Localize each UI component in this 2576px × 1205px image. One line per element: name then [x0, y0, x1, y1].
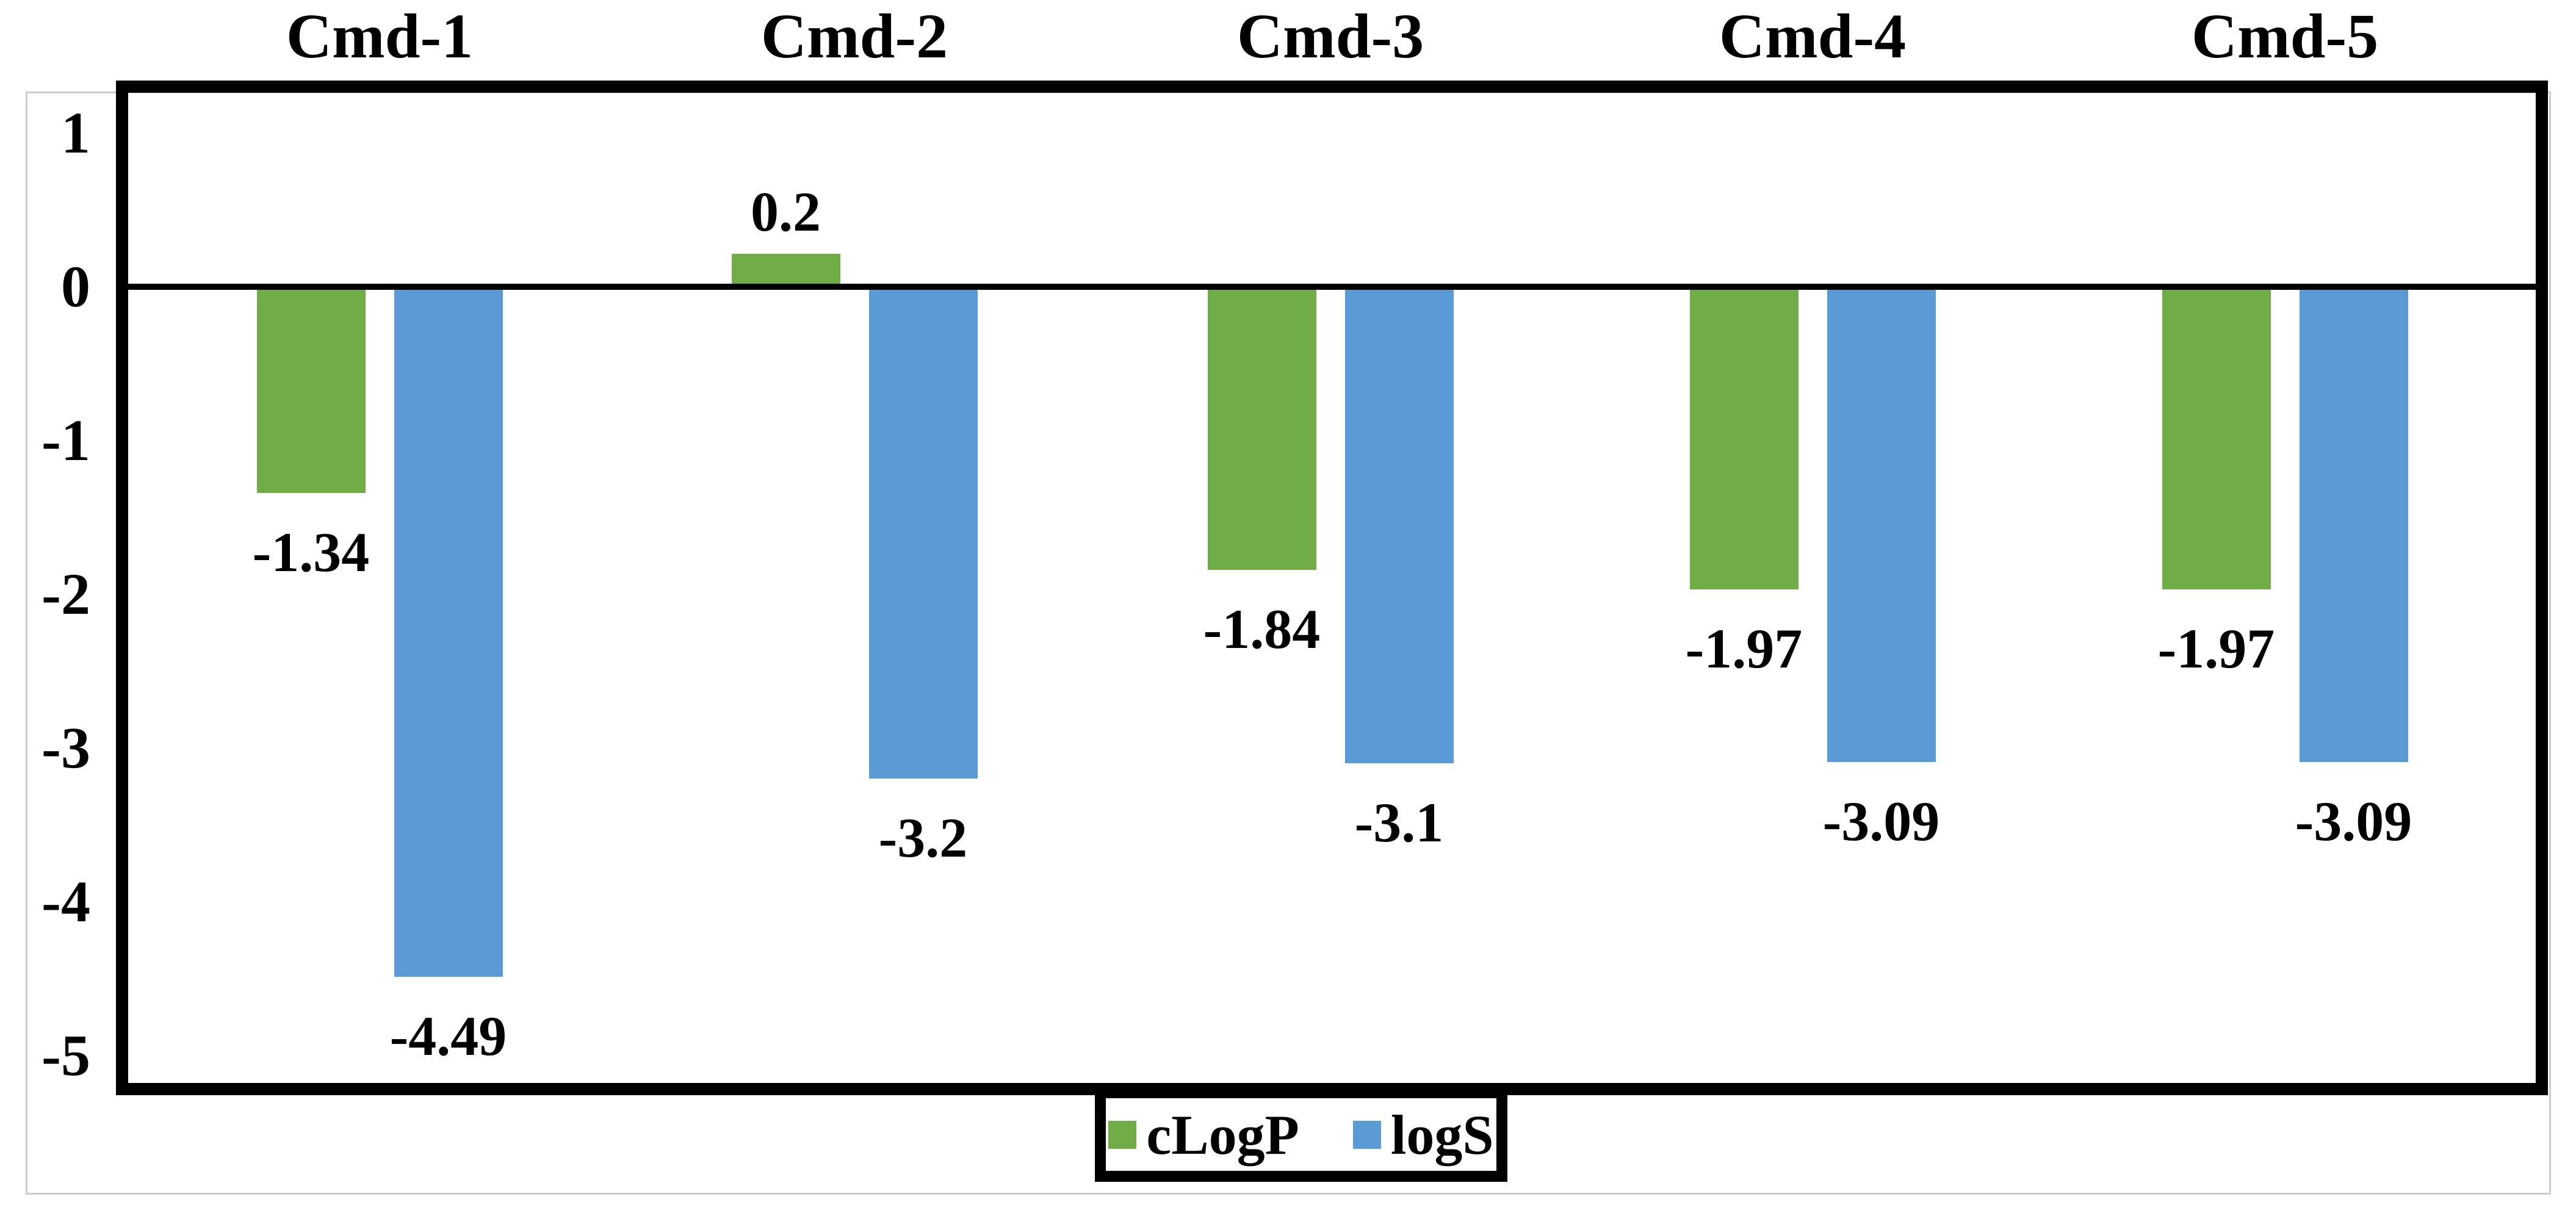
zero-axis-line — [128, 284, 2536, 290]
value-label-clogp-cmd-5: -1.97 — [2157, 617, 2275, 680]
legend-label-logs: logS — [1390, 1103, 1494, 1166]
bar-clogp-cmd-4 — [1689, 287, 1799, 590]
value-label-clogp-cmd-2: 0.2 — [751, 180, 821, 243]
value-label-logs-cmd-5: -3.09 — [2295, 790, 2412, 852]
bar-logs-cmd-3 — [1344, 287, 1454, 764]
bar-clogp-cmd-2 — [731, 253, 840, 284]
value-label-clogp-cmd-1: -1.34 — [252, 520, 370, 583]
y-tick-label--2: -2 — [41, 561, 90, 627]
plot-frame — [116, 81, 2548, 1095]
value-label-logs-cmd-4: -3.09 — [1822, 790, 1940, 852]
value-label-logs-cmd-2: -3.2 — [878, 807, 968, 869]
category-label-cmd-3: Cmd-3 — [1236, 1, 1424, 71]
value-label-clogp-cmd-3: -1.84 — [1203, 597, 1321, 660]
bar-clogp-cmd-3 — [1207, 287, 1316, 570]
category-label-cmd-4: Cmd-4 — [1719, 1, 1907, 71]
bar-logs-cmd-1 — [394, 287, 503, 977]
y-tick-label--4: -4 — [41, 869, 90, 934]
legend-swatch-clogp-icon — [1108, 1120, 1137, 1149]
bar-logs-cmd-4 — [1827, 287, 1936, 762]
y-tick-label--1: -1 — [41, 408, 90, 473]
y-tick-label-0: 0 — [61, 254, 90, 319]
y-tick-label--3: -3 — [41, 715, 90, 780]
category-label-cmd-1: Cmd-1 — [286, 1, 474, 71]
legend-label-clogp: cLogP — [1146, 1103, 1299, 1166]
legend-entry-clogp: cLogP — [1108, 1104, 1299, 1165]
legend-swatch-logs-icon — [1352, 1120, 1381, 1149]
value-label-logs-cmd-3: -3.1 — [1354, 791, 1444, 854]
legend-entry-logs: logS — [1352, 1103, 1494, 1166]
value-label-logs-cmd-1: -4.49 — [389, 1005, 507, 1068]
value-label-clogp-cmd-4: -1.97 — [1685, 617, 1803, 680]
bar-clogp-cmd-1 — [256, 287, 366, 493]
category-label-cmd-5: Cmd-5 — [2191, 1, 2379, 71]
bar-logs-cmd-2 — [868, 287, 978, 779]
category-label-cmd-2: Cmd-2 — [760, 1, 948, 71]
bar-logs-cmd-5 — [2299, 287, 2408, 762]
y-tick-label-1: 1 — [61, 100, 90, 165]
legend-box: cLogP logS — [1095, 1087, 1507, 1182]
y-tick-label--5: -5 — [41, 1023, 90, 1088]
bar-clogp-cmd-5 — [2162, 287, 2271, 590]
